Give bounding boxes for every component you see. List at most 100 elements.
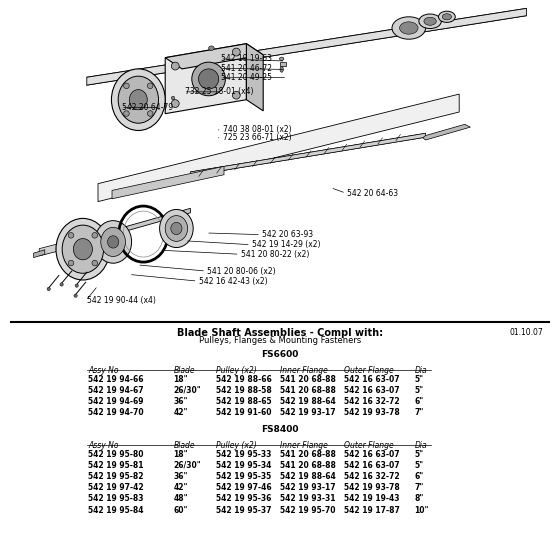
Text: 542 16 32-72: 542 16 32-72 <box>344 397 400 406</box>
Ellipse shape <box>68 232 74 238</box>
Ellipse shape <box>129 90 147 110</box>
Text: Pulley (x2): Pulley (x2) <box>216 441 256 450</box>
Text: 542 19 91-60: 542 19 91-60 <box>216 408 271 417</box>
Ellipse shape <box>74 294 77 297</box>
Text: 542 19 93-17: 542 19 93-17 <box>280 483 335 492</box>
Text: 542 19 14-29 (x2): 542 19 14-29 (x2) <box>252 240 320 249</box>
Text: 26/30": 26/30" <box>174 461 202 470</box>
Ellipse shape <box>101 227 125 256</box>
Ellipse shape <box>95 221 132 263</box>
Text: Pulleys, Flanges & Mounting Fasteners: Pulleys, Flanges & Mounting Fasteners <box>199 336 361 345</box>
Text: Outer Flange: Outer Flange <box>344 441 394 450</box>
Ellipse shape <box>118 76 158 123</box>
Text: 6": 6" <box>414 397 424 406</box>
Text: Outer Flange: Outer Flange <box>344 366 394 375</box>
Text: 542 19 88-66: 542 19 88-66 <box>216 375 272 384</box>
Polygon shape <box>165 44 263 69</box>
Text: 542 19 97-46: 542 19 97-46 <box>216 483 271 492</box>
Text: 01.10.07: 01.10.07 <box>510 328 543 337</box>
Text: 48": 48" <box>174 494 188 503</box>
Text: 542 19 94-66: 542 19 94-66 <box>88 375 144 384</box>
Text: 541 20 46-72: 541 20 46-72 <box>221 64 272 73</box>
Ellipse shape <box>75 284 78 287</box>
Text: 542 19 93-17: 542 19 93-17 <box>280 408 335 417</box>
Text: 740 38 08-01 (x2): 740 38 08-01 (x2) <box>223 125 292 134</box>
Ellipse shape <box>279 57 284 60</box>
Polygon shape <box>190 133 426 176</box>
Text: 542 19 95-81: 542 19 95-81 <box>88 461 144 470</box>
Text: FS6600: FS6600 <box>262 350 298 359</box>
Text: 542 20 63-93: 542 20 63-93 <box>262 230 313 239</box>
Ellipse shape <box>171 222 182 235</box>
Text: Pulley (x2): Pulley (x2) <box>216 366 256 375</box>
Ellipse shape <box>171 62 179 70</box>
Text: 541 20 80-22 (x2): 541 20 80-22 (x2) <box>241 250 309 259</box>
Ellipse shape <box>147 83 153 88</box>
Text: 36": 36" <box>174 472 188 481</box>
Ellipse shape <box>92 260 97 266</box>
Text: 541 20 80-06 (x2): 541 20 80-06 (x2) <box>207 267 276 276</box>
Ellipse shape <box>198 69 219 89</box>
Polygon shape <box>98 94 459 202</box>
Text: 725 23 66-71 (x2): 725 23 66-71 (x2) <box>223 133 292 142</box>
Text: 542 20 64-79: 542 20 64-79 <box>122 103 173 112</box>
Text: 542 19 93-78: 542 19 93-78 <box>344 408 400 417</box>
Text: Inner Flange: Inner Flange <box>280 441 328 450</box>
Text: 541 20 68-88: 541 20 68-88 <box>280 386 336 395</box>
Ellipse shape <box>62 225 104 273</box>
Text: 542 16 63-07: 542 16 63-07 <box>344 461 400 470</box>
Text: Dia: Dia <box>414 441 427 450</box>
Text: 26/30": 26/30" <box>174 386 202 395</box>
Text: 541 20 68-88: 541 20 68-88 <box>280 461 336 470</box>
Polygon shape <box>34 250 45 258</box>
Text: 542 19 94-70: 542 19 94-70 <box>88 408 144 417</box>
Ellipse shape <box>392 17 426 39</box>
Text: Blade Shaft Assemblies - Compl with:: Blade Shaft Assemblies - Compl with: <box>177 328 383 338</box>
Ellipse shape <box>442 14 451 20</box>
Text: 60": 60" <box>174 506 188 515</box>
Text: 542 19 95-82: 542 19 95-82 <box>88 472 144 481</box>
Text: 7": 7" <box>414 408 424 417</box>
Text: 542 19 88-58: 542 19 88-58 <box>216 386 272 395</box>
Ellipse shape <box>165 216 188 241</box>
Polygon shape <box>423 124 470 140</box>
Ellipse shape <box>399 22 418 34</box>
Text: 542 16 42-43 (x2): 542 16 42-43 (x2) <box>199 277 268 286</box>
Polygon shape <box>39 231 109 256</box>
Text: 542 19 94-67: 542 19 94-67 <box>88 386 144 395</box>
Text: 5": 5" <box>414 450 423 459</box>
Text: 42": 42" <box>174 483 188 492</box>
Text: 8": 8" <box>414 494 424 503</box>
Text: 7": 7" <box>414 483 424 492</box>
Text: 5": 5" <box>414 375 423 384</box>
Text: 542 19 95-33: 542 19 95-33 <box>216 450 271 459</box>
Text: 542 16 63-07: 542 16 63-07 <box>344 375 400 384</box>
Ellipse shape <box>424 17 436 25</box>
Text: Blade: Blade <box>174 441 195 450</box>
Text: 541 20 49-25: 541 20 49-25 <box>221 73 272 82</box>
Ellipse shape <box>280 67 283 72</box>
Ellipse shape <box>419 14 441 29</box>
Text: 541 20 68-88: 541 20 68-88 <box>280 450 336 459</box>
Text: 5": 5" <box>414 386 423 395</box>
Text: Dia: Dia <box>414 366 427 375</box>
Text: 542 19 90-44 (x4): 542 19 90-44 (x4) <box>87 296 156 305</box>
Polygon shape <box>165 44 246 114</box>
Text: 542 19 88-64: 542 19 88-64 <box>280 472 336 481</box>
Text: 541 20 68-88: 541 20 68-88 <box>280 375 336 384</box>
Text: 542 19 95-70: 542 19 95-70 <box>280 506 335 515</box>
Text: 542 19 19-43: 542 19 19-43 <box>344 494 400 503</box>
Text: 542 19 93-31: 542 19 93-31 <box>280 494 335 503</box>
Ellipse shape <box>73 239 92 260</box>
Text: 542 19 97-42: 542 19 97-42 <box>88 483 144 492</box>
Text: 542 16 32-72: 542 16 32-72 <box>344 472 400 481</box>
Text: 732 25 18-01 (x4): 732 25 18-01 (x4) <box>185 87 253 96</box>
Ellipse shape <box>111 69 165 130</box>
Ellipse shape <box>171 96 175 100</box>
Ellipse shape <box>56 218 110 280</box>
Text: 542 19 95-80: 542 19 95-80 <box>88 450 144 459</box>
Text: FS8400: FS8400 <box>262 425 298 434</box>
Text: 18": 18" <box>174 375 188 384</box>
Text: 542 19 95-34: 542 19 95-34 <box>216 461 271 470</box>
Text: 542 19 95-36: 542 19 95-36 <box>216 494 271 503</box>
